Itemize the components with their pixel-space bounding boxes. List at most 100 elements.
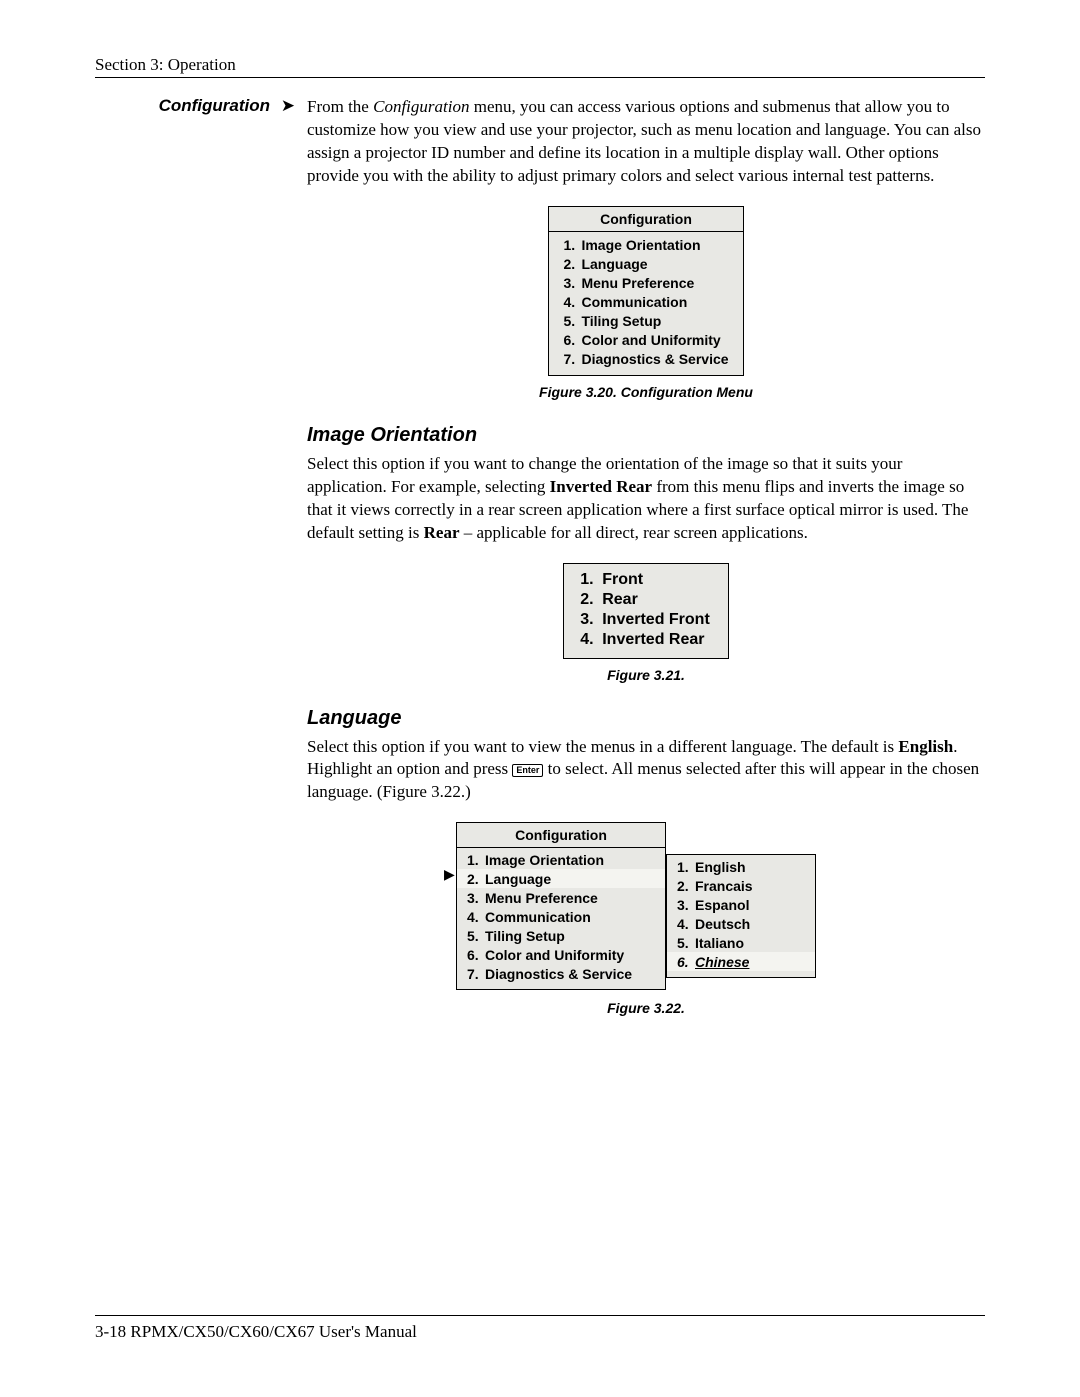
language-caption: Figure 3.22. bbox=[307, 1000, 985, 1016]
section-label: Section 3: Operation bbox=[95, 55, 236, 74]
page-footer: 3-18 RPMX/CX50/CX60/CX67 User's Manual bbox=[95, 1315, 985, 1342]
menu-item-num: 3. bbox=[563, 275, 581, 291]
lang-main-item: 4.Communication bbox=[467, 907, 655, 926]
language-main-list: 1.Image Orientation 2.Language 3.Menu Pr… bbox=[457, 848, 665, 989]
pointer-icon: ▶ bbox=[444, 866, 455, 883]
config-menu-item: 7.Diagnostics & Service bbox=[563, 350, 728, 369]
config-menu-item: 1.Image Orientation bbox=[563, 236, 728, 255]
menu-item-label: Menu Preference bbox=[485, 890, 598, 906]
menu-item-label: Tiling Setup bbox=[581, 313, 661, 329]
config-menu-item: 5.Tiling Setup bbox=[563, 312, 728, 331]
lang-main-item: 5.Tiling Setup bbox=[467, 926, 655, 945]
menu-item-label: Espanol bbox=[695, 897, 749, 913]
menu-item-label: Menu Preference bbox=[581, 275, 694, 291]
orientation-menu: 1.Front 2.Rear 3.Inverted Front 4.Invert… bbox=[563, 563, 729, 659]
arrow-icon: ➤ bbox=[281, 96, 295, 115]
io-bold-2: Rear bbox=[424, 523, 460, 542]
menu-item-num: 2. bbox=[467, 871, 485, 887]
menu-item-label: Diagnostics & Service bbox=[485, 966, 632, 982]
language-sub-list: 1.English 2.Francais 3.Espanol 4.Deutsch… bbox=[667, 855, 815, 977]
menu-item-num: 1. bbox=[677, 859, 695, 875]
menu-item-label: Diagnostics & Service bbox=[581, 351, 728, 367]
config-menu-item: 3.Menu Preference bbox=[563, 274, 728, 293]
menu-item-label: Chinese bbox=[695, 954, 749, 970]
orientation-item: 3.Inverted Front bbox=[580, 610, 710, 630]
sidebar-config-text: Configuration bbox=[159, 96, 270, 115]
menu-item-label: Inverted Rear bbox=[602, 631, 704, 648]
lang-main-item-highlighted: 2.Language bbox=[457, 869, 665, 888]
menu-item-num: 4. bbox=[677, 916, 695, 932]
language-heading: Language bbox=[307, 707, 985, 730]
language-main-title: Configuration bbox=[457, 823, 665, 848]
lang-main-item: 7.Diagnostics & Service bbox=[467, 964, 655, 983]
lang-sub-item-highlighted: 6.Chinese bbox=[667, 952, 815, 971]
menu-item-label: Color and Uniformity bbox=[485, 947, 624, 963]
menu-item-num: 7. bbox=[467, 966, 485, 982]
lang-text-a: Select this option if you want to view t… bbox=[307, 737, 898, 756]
language-sub-menu: 1.English 2.Francais 3.Espanol 4.Deutsch… bbox=[666, 854, 816, 978]
menu-item-num: 1. bbox=[580, 571, 602, 589]
menu-item-num: 4. bbox=[467, 909, 485, 925]
menu-item-label: Francais bbox=[695, 878, 753, 894]
menu-item-num: 3. bbox=[580, 611, 602, 629]
orientation-menu-figure: 1.Front 2.Rear 3.Inverted Front 4.Invert… bbox=[307, 563, 985, 659]
lang-sub-item: 4.Deutsch bbox=[677, 914, 805, 933]
orientation-item: 2.Rear bbox=[580, 590, 710, 610]
menu-item-num: 5. bbox=[677, 935, 695, 951]
menu-item-num: 1. bbox=[563, 237, 581, 253]
menu-item-label: Tiling Setup bbox=[485, 928, 565, 944]
menu-item-label: Deutsch bbox=[695, 916, 750, 932]
menu-item-num: 6. bbox=[563, 332, 581, 348]
io-text-c: – applicable for all direct, rear screen… bbox=[460, 523, 808, 542]
config-menu-item: 4.Communication bbox=[563, 293, 728, 312]
menu-item-label: Communication bbox=[485, 909, 591, 925]
menu-item-num: 6. bbox=[467, 947, 485, 963]
lang-sub-item: 5.Italiano bbox=[677, 933, 805, 952]
footer-page-number: 3-18 bbox=[95, 1322, 126, 1341]
menu-item-label: Italiano bbox=[695, 935, 744, 951]
language-menu-figure: ▶ Configuration 1.Image Orientation 2.La… bbox=[307, 822, 985, 992]
lang-main-item: 1.Image Orientation bbox=[467, 850, 655, 869]
intro-paragraph: From the Configuration menu, you can acc… bbox=[307, 96, 985, 188]
language-menu-composite: ▶ Configuration 1.Image Orientation 2.La… bbox=[436, 822, 856, 987]
orientation-item: 4.Inverted Rear bbox=[580, 630, 710, 650]
menu-item-label: English bbox=[695, 859, 746, 875]
menu-item-num: 2. bbox=[563, 256, 581, 272]
config-menu-item: 2.Language bbox=[563, 255, 728, 274]
config-menu-list: 1.Image Orientation 2.Language 3.Menu Pr… bbox=[549, 232, 742, 375]
orientation-item: 1.Front bbox=[580, 570, 710, 590]
menu-item-label: Image Orientation bbox=[485, 852, 604, 868]
io-bold-1: Inverted Rear bbox=[550, 477, 652, 496]
main-content: Configuration ➤ From the Configuration m… bbox=[95, 96, 985, 1040]
menu-item-num: 4. bbox=[580, 631, 602, 649]
menu-item-label: Language bbox=[581, 256, 647, 272]
orientation-caption: Figure 3.21. bbox=[307, 667, 985, 683]
enter-key-icon: Enter bbox=[512, 764, 543, 777]
menu-item-label: Rear bbox=[602, 591, 638, 608]
config-menu: Configuration 1.Image Orientation 2.Lang… bbox=[548, 206, 743, 376]
menu-item-num: 5. bbox=[563, 313, 581, 329]
config-menu-title: Configuration bbox=[549, 207, 742, 232]
menu-item-num: 4. bbox=[563, 294, 581, 310]
lang-main-item: 6.Color and Uniformity bbox=[467, 945, 655, 964]
content-column: From the Configuration menu, you can acc… bbox=[307, 96, 985, 1040]
language-paragraph: Select this option if you want to view t… bbox=[307, 736, 985, 805]
menu-item-num: 1. bbox=[467, 852, 485, 868]
language-main-menu: Configuration 1.Image Orientation 2.Lang… bbox=[456, 822, 666, 990]
menu-item-label: Inverted Front bbox=[602, 611, 710, 628]
config-menu-figure: Configuration 1.Image Orientation 2.Lang… bbox=[307, 206, 985, 376]
image-orientation-paragraph: Select this option if you want to change… bbox=[307, 453, 985, 545]
sidebar-label: Configuration ➤ bbox=[95, 96, 295, 1040]
menu-item-num: 6. bbox=[677, 954, 695, 970]
section-header: Section 3: Operation bbox=[95, 55, 985, 78]
lang-sub-item: 3.Espanol bbox=[677, 895, 805, 914]
config-menu-caption: Figure 3.20. Configuration Menu bbox=[307, 384, 985, 400]
lang-main-item: 3.Menu Preference bbox=[467, 888, 655, 907]
config-menu-item: 6.Color and Uniformity bbox=[563, 331, 728, 350]
menu-item-num: 3. bbox=[677, 897, 695, 913]
menu-item-label: Front bbox=[602, 571, 643, 588]
footer-manual-title: RPMX/CX50/CX60/CX67 User's Manual bbox=[130, 1322, 416, 1341]
menu-item-label: Image Orientation bbox=[581, 237, 700, 253]
menu-item-num: 5. bbox=[467, 928, 485, 944]
menu-item-num: 2. bbox=[677, 878, 695, 894]
